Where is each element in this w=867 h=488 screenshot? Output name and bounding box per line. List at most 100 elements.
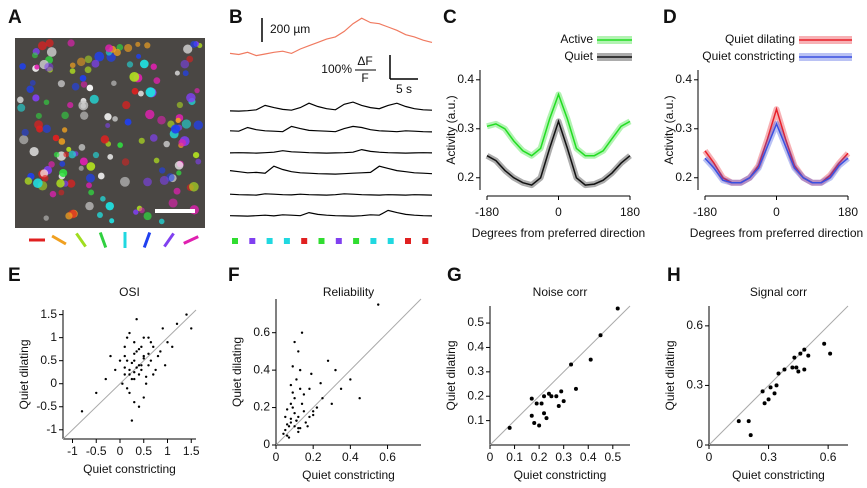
cell <box>189 181 199 192</box>
cell <box>186 55 194 63</box>
panel-label: B <box>229 7 243 28</box>
x-tick-label: 0.4 <box>580 450 597 464</box>
x-tick-label: 0 <box>487 450 494 464</box>
y-axis-label: Quiet dilating <box>230 337 244 407</box>
point <box>828 351 833 356</box>
cell <box>112 116 118 122</box>
point <box>321 397 324 400</box>
panel-label: F <box>228 265 240 286</box>
point <box>95 391 98 395</box>
point <box>142 336 145 339</box>
cell <box>157 115 166 125</box>
point <box>104 377 107 381</box>
point <box>135 350 138 353</box>
point <box>790 365 795 370</box>
x-tick-label: 0 <box>273 450 280 464</box>
point <box>293 340 296 344</box>
cell <box>138 137 145 144</box>
cell <box>159 167 166 174</box>
point <box>137 347 141 351</box>
y-tick-label: 1 <box>50 330 57 344</box>
point <box>125 336 129 339</box>
point <box>163 364 167 367</box>
cell <box>131 87 139 95</box>
stimulus-square <box>283 238 290 244</box>
x-tick-label: 0 <box>706 450 713 464</box>
x-tick-label: -180 <box>475 205 499 219</box>
point <box>109 354 112 358</box>
point <box>774 383 779 388</box>
point <box>289 417 293 420</box>
point <box>297 350 300 353</box>
cell <box>29 80 36 86</box>
point <box>282 432 285 435</box>
y-tick-label: 0.3 <box>686 378 703 392</box>
point <box>128 331 131 335</box>
x-tick-label: 0.3 <box>555 450 572 464</box>
x-tick-label: 0.1 <box>506 450 523 464</box>
cell <box>41 174 49 182</box>
x-tick-label: 0 <box>555 205 562 219</box>
point <box>339 387 343 391</box>
cell <box>186 92 196 103</box>
cell <box>26 85 34 93</box>
point <box>175 322 179 326</box>
point <box>300 331 304 334</box>
point <box>137 405 141 408</box>
cell <box>45 39 54 48</box>
point <box>130 361 134 365</box>
cell <box>174 161 184 170</box>
point <box>507 425 512 430</box>
point <box>559 389 564 394</box>
point <box>794 365 799 370</box>
x-axis-label: Quiet constricting <box>732 468 825 482</box>
cell <box>44 62 54 72</box>
point <box>125 359 129 362</box>
point <box>349 378 352 381</box>
cell <box>35 112 42 119</box>
y-tick-label: 0.2 <box>253 400 270 414</box>
cell <box>65 212 73 220</box>
cell <box>24 177 33 185</box>
orientation-bar <box>183 235 199 245</box>
point <box>293 397 296 400</box>
orientation-bar <box>163 232 175 248</box>
y-tick-label: 0.1 <box>467 413 484 427</box>
point <box>542 411 547 416</box>
point <box>760 389 765 394</box>
point <box>529 413 534 418</box>
cell <box>58 138 66 145</box>
point <box>539 401 544 406</box>
point <box>144 375 148 379</box>
point <box>147 336 150 339</box>
point <box>766 397 771 402</box>
point <box>130 419 134 422</box>
y-axis-label: Quiet dilating <box>17 339 31 409</box>
cell <box>195 158 202 165</box>
cell <box>80 111 89 120</box>
point <box>284 428 287 432</box>
orientation-bar <box>98 231 108 249</box>
cell <box>76 57 86 67</box>
stimulus-square <box>266 238 273 244</box>
x-tick-label: 0.2 <box>305 450 322 464</box>
cell <box>149 134 158 142</box>
cell <box>126 61 134 68</box>
x-tick-label: 0.5 <box>604 450 621 464</box>
cell <box>86 162 96 171</box>
point <box>298 426 302 430</box>
point <box>532 421 537 426</box>
cell <box>100 196 106 202</box>
cell <box>69 62 76 69</box>
point <box>556 403 561 408</box>
cell <box>89 94 99 104</box>
x-axis-label: Degrees from preferred direction <box>690 226 863 240</box>
y-tick-label: -1 <box>46 422 57 436</box>
error-band <box>702 106 851 186</box>
cell <box>159 175 169 185</box>
point <box>291 406 294 409</box>
cell <box>192 151 200 159</box>
point <box>554 394 559 399</box>
point <box>287 436 291 439</box>
